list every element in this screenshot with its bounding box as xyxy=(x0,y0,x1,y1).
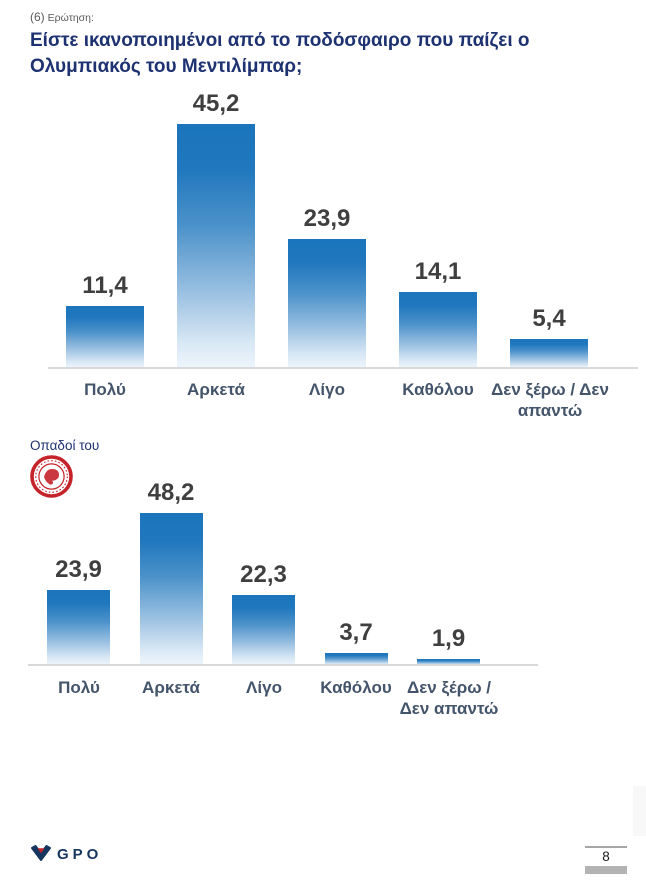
gpo-brand: GPO xyxy=(30,845,102,864)
bar-group: 5,4 xyxy=(510,124,588,368)
bar-chart-fans: 23,9 48,2 22,3 3,7 1,9 xyxy=(47,479,480,665)
category-label: Λίγο xyxy=(246,678,282,697)
olympiacos-emblem-icon xyxy=(30,455,73,498)
bar-group: 45,2 xyxy=(177,90,255,368)
bar-group: 23,9 xyxy=(47,513,110,665)
bar xyxy=(232,595,295,665)
bar-value-label: 3,7 xyxy=(339,619,373,646)
bar-group: 11,4 xyxy=(66,124,144,368)
chart-axis-line xyxy=(48,367,638,369)
category-label: Αρκετά xyxy=(187,380,245,399)
category-label: Πολύ xyxy=(58,678,100,697)
bar-value-label: 23,9 xyxy=(303,205,351,232)
bar-group: 48,2 xyxy=(139,479,203,665)
bar xyxy=(510,339,588,368)
bar-value-label: 45,2 xyxy=(192,90,240,117)
bar xyxy=(324,653,388,665)
bar xyxy=(177,124,255,368)
scrollbar-strip[interactable] xyxy=(633,786,646,836)
bar-group: 22,3 xyxy=(232,513,295,665)
question-word: Ερώτηση: xyxy=(47,12,94,24)
bar-chart-overall: 11,4 45,2 23,9 14,1 5,4 xyxy=(66,90,588,368)
category-label: Καθόλου xyxy=(320,678,392,697)
bar-value-label: 5,4 xyxy=(532,305,566,332)
bar xyxy=(66,306,144,368)
bar-value-label: 11,4 xyxy=(82,272,128,299)
category-label: Δεν ξέρω / Δεν απαντώ xyxy=(491,380,609,421)
category-label: Αρκετά xyxy=(142,678,200,697)
category-label: Καθόλου xyxy=(402,380,474,399)
bar-value-label: 23,9 xyxy=(55,556,102,583)
bar-value-label: 14,1 xyxy=(414,258,462,285)
bar xyxy=(47,590,110,665)
bar-value-label: 22,3 xyxy=(240,561,287,588)
page-number-underbar xyxy=(585,866,627,874)
bar xyxy=(399,292,477,368)
bar-group: 1,9 xyxy=(417,513,480,665)
bar xyxy=(417,659,480,665)
category-label: Πολύ xyxy=(84,380,126,399)
question-label: (6) Ερώτηση: xyxy=(30,10,94,24)
page-title: Είστε ικανοποιημένοι από το ποδόσφαιρο π… xyxy=(30,30,530,78)
bar-value-label: 1,9 xyxy=(431,625,466,652)
page-number-block: 8 xyxy=(585,846,627,874)
bar-group: 3,7 xyxy=(324,513,388,665)
bar xyxy=(139,513,203,665)
page-number: 8 xyxy=(602,849,610,864)
page-number-topline xyxy=(585,846,627,848)
bar xyxy=(288,239,366,368)
bar-group: 23,9 xyxy=(288,124,366,368)
question-number: (6) xyxy=(30,10,45,24)
gpo-wordmark: GPO xyxy=(57,846,103,863)
fans-group-label: Οπαδοί του xyxy=(30,438,100,453)
category-label: Λίγο xyxy=(309,380,345,399)
bar-value-label: 48,2 xyxy=(147,479,195,506)
gpo-logo-icon xyxy=(31,845,51,861)
chart-axis-line xyxy=(28,664,538,666)
bar-group: 14,1 xyxy=(399,124,477,368)
category-label: Δεν ξέρω / Δεν απαντώ xyxy=(399,678,499,719)
